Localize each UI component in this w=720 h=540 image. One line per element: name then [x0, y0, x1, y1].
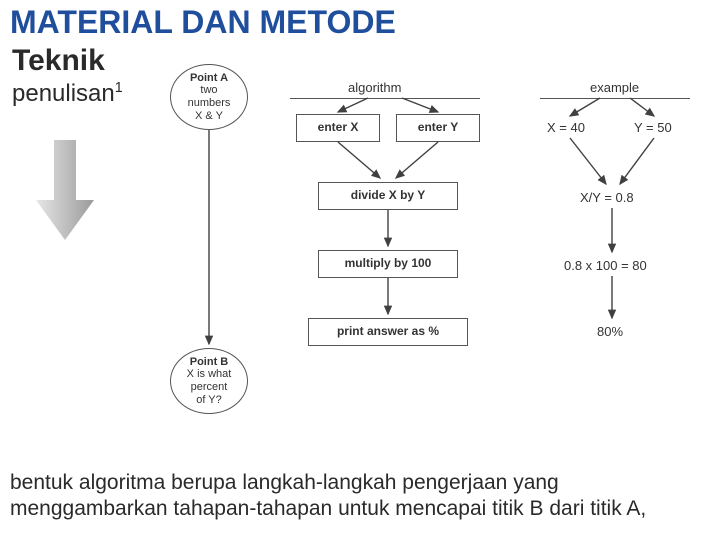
page-title: MATERIAL DAN METODE	[10, 4, 396, 41]
flowchart-diagram: algorithm example Point A two numbers X …	[140, 60, 700, 440]
subtitle-sup: 1	[115, 80, 123, 96]
flowchart-arrows	[140, 60, 700, 440]
subtitle-penulisan: penulisan1	[12, 80, 123, 108]
subtitle-penulisan-text: penulisan	[12, 80, 115, 107]
subtitle-teknik: Teknik	[12, 44, 105, 78]
gradient-down-arrow-icon	[36, 140, 94, 240]
body-paragraph: bentuk algoritma berupa langkah-langkah …	[10, 470, 700, 523]
